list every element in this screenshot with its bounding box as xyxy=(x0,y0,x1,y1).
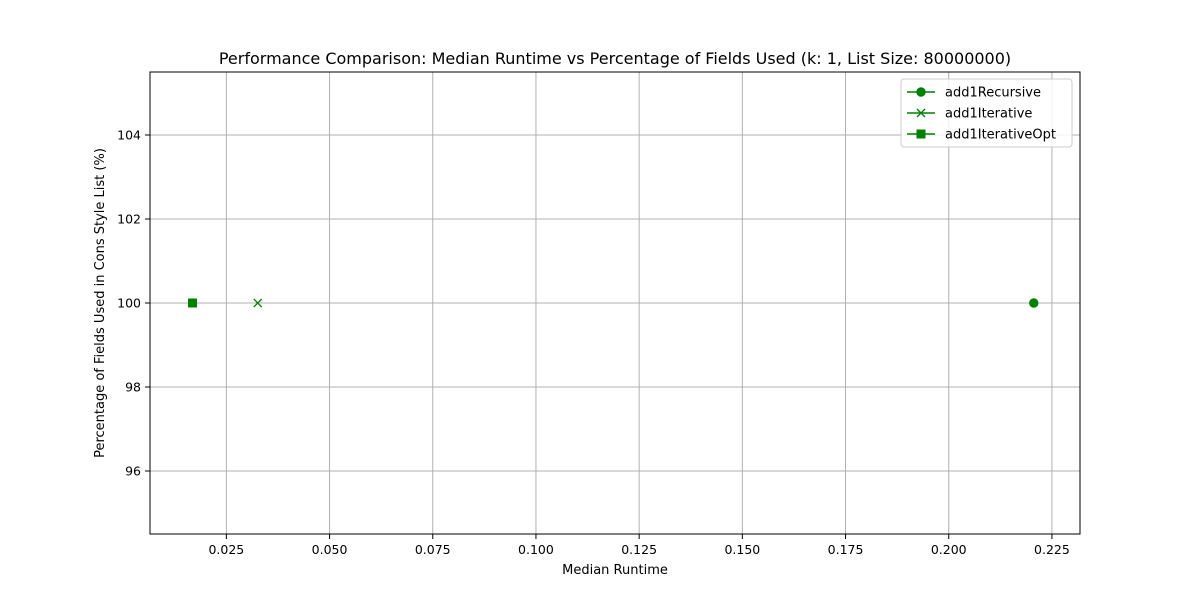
data-point-add1IterativeOpt xyxy=(188,298,198,308)
x-tick-label: 0.225 xyxy=(1034,542,1070,557)
x-marker-stroke xyxy=(253,298,263,308)
legend-item-add1Recursive: add1Recursive xyxy=(907,86,1041,101)
y-tick-label: 98 xyxy=(125,380,141,395)
legend-label: add1Recursive xyxy=(945,86,1041,101)
grid-layer xyxy=(150,72,1080,534)
ticks-layer: 0.025 0.050 0.075 0.100 0.125 0.150 0.175 0.200… xyxy=(117,128,1070,558)
legend-item-add1IterativeOpt: add1IterativeOpt xyxy=(907,128,1056,143)
legend-box xyxy=(900,78,1073,148)
data-point-add1Iterative xyxy=(253,298,263,308)
x-tick-label: 0.025 xyxy=(208,542,244,557)
legend-marker xyxy=(916,108,926,118)
points-layer xyxy=(188,298,1039,308)
y-tick-label: 102 xyxy=(117,212,141,227)
x-tick-label: 0.175 xyxy=(828,542,864,557)
x-marker-stroke xyxy=(916,108,926,118)
y-tick-label: 100 xyxy=(117,296,141,311)
x-tick-label: 0.075 xyxy=(415,542,451,557)
x-tick-label: 0.100 xyxy=(518,542,554,557)
chart-title: Performance Comparison: Median Runtime v… xyxy=(219,49,1011,68)
data-point-add1Recursive xyxy=(1029,298,1039,308)
x-tick-label: 0.050 xyxy=(312,542,348,557)
legend-label: add1Iterative xyxy=(945,107,1032,122)
legend-label: add1IterativeOpt xyxy=(945,128,1056,143)
x-axis-label: Median Runtime xyxy=(562,563,668,578)
legend-marker xyxy=(916,87,926,97)
y-tick-label: 104 xyxy=(117,128,141,143)
x-tick-label: 0.150 xyxy=(724,542,760,557)
legend-item-add1Iterative: add1Iterative xyxy=(907,107,1032,122)
x-tick-label: 0.200 xyxy=(931,542,967,557)
x-tick-label: 0.125 xyxy=(621,542,657,557)
legend-marker xyxy=(916,129,926,139)
y-axis-label: Percentage of Fields Used in Cons Style … xyxy=(93,148,108,458)
legend: add1Recursive add1Iterative add1IterativeO… xyxy=(900,78,1073,148)
y-tick-label: 96 xyxy=(125,464,141,479)
